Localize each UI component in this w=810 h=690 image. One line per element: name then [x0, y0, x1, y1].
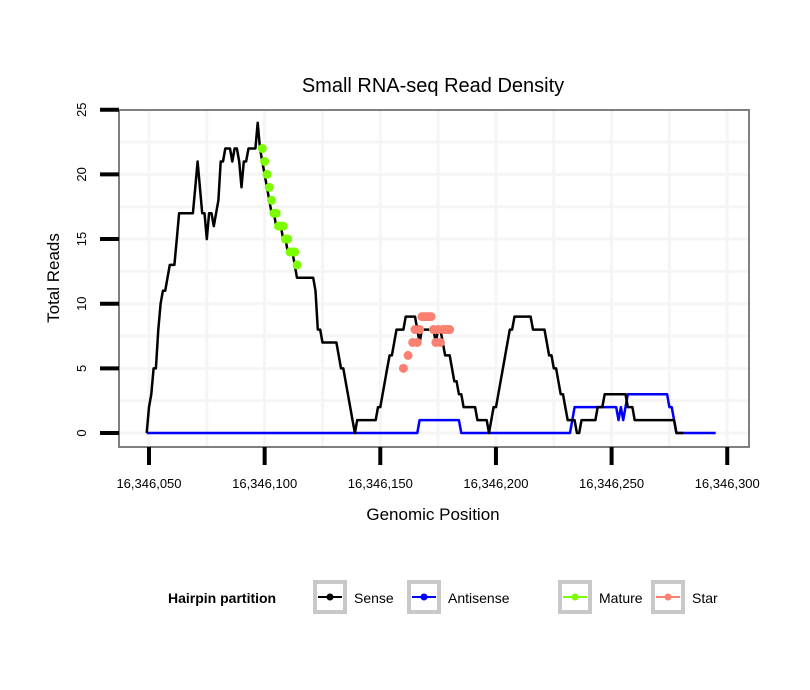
y-tick-label: 20 [74, 167, 89, 181]
y-tick-label: 15 [74, 232, 89, 246]
legend: Hairpin partition Sense Antisense Mature St… [168, 580, 718, 614]
legend-key-point [420, 593, 428, 601]
data-point-mature [267, 195, 277, 205]
legend-item-sense: Sense [313, 580, 394, 614]
series-line-sense [145, 121, 684, 435]
legend-item-mature: Mature [558, 580, 643, 614]
legend-item-star: Star [651, 580, 718, 614]
plot-panel [119, 110, 749, 447]
panel-background [119, 110, 749, 447]
y-tick-label: 10 [74, 296, 89, 310]
y-tick-label: 5 [74, 365, 89, 372]
data-point-star [412, 337, 422, 347]
data-point-mature [260, 156, 270, 166]
panel-border [118, 109, 750, 448]
x-tick-label: 16,346,300 [695, 476, 760, 491]
chart-title: Small RNA-seq Read Density [302, 75, 564, 97]
x-tick-label: 16,346,250 [579, 476, 644, 491]
series-line-antisense [146, 392, 716, 435]
legend-label: Mature [599, 590, 643, 606]
y-axis-title: Total Reads [44, 233, 63, 323]
x-axis: 16,346,050 16,346,100 16,346,150 16,346,200… [116, 447, 760, 491]
data-point-star [435, 337, 445, 347]
legend-key-point [664, 593, 672, 601]
data-point-star [445, 325, 455, 335]
data-point-mature [278, 221, 288, 231]
data-point-mature [262, 169, 272, 179]
y-tick-label: 0 [74, 429, 89, 436]
legend-item-antisense: Antisense [407, 580, 510, 614]
data-point-mature [271, 208, 281, 218]
series-layer [145, 121, 716, 435]
legend-label: Sense [354, 590, 394, 606]
data-point-mature [264, 182, 274, 192]
x-tick-label: 16,346,200 [463, 476, 528, 491]
legend-label: Star [692, 590, 718, 606]
x-tick-label: 16,346,150 [348, 476, 413, 491]
data-point-mature [257, 144, 267, 154]
data-point-star [398, 363, 408, 373]
data-point-mature [290, 247, 300, 257]
y-axis: 0 5 10 15 20 25 [74, 103, 119, 437]
data-point-star [426, 312, 436, 322]
legend-title: Hairpin partition [168, 590, 276, 606]
y-tick-label: 25 [74, 103, 89, 117]
legend-key-point [326, 593, 334, 601]
legend-key-point [571, 593, 579, 601]
data-point-star [403, 350, 413, 360]
x-tick-label: 16,346,100 [232, 476, 297, 491]
legend-label: Antisense [448, 590, 510, 606]
x-axis-title: Genomic Position [366, 505, 499, 524]
data-point-mature [283, 234, 293, 244]
x-tick-label: 16,346,050 [116, 476, 181, 491]
data-point-mature [292, 260, 302, 270]
data-point-star [415, 325, 425, 335]
